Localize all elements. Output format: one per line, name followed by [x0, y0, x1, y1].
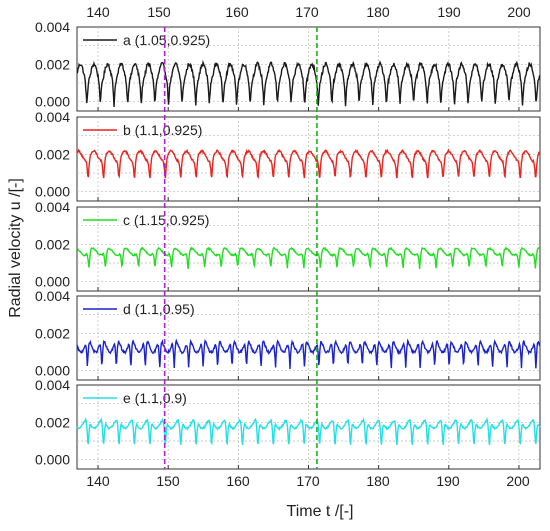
vertical-markers — [163, 27, 318, 469]
y-axis-title: Radial velocity u /[-] — [7, 178, 24, 318]
series-line — [76, 338, 541, 370]
top-x-tick-label: 150 — [147, 4, 171, 20]
y-tick-label: 0.002 — [35, 414, 70, 430]
y-tick-label: 0.004 — [35, 109, 70, 125]
y-tick-label: 0.000 — [35, 363, 70, 379]
legend-label: d (1.1,0.95) — [123, 301, 195, 317]
bottom-x-tick-label: 160 — [226, 473, 250, 489]
y-tick-label: 0.000 — [35, 94, 70, 110]
legend-label: c (1.15,0.925) — [123, 212, 209, 228]
bottom-x-tick-label: 140 — [86, 473, 110, 489]
legend-label: a (1.05,0.925) — [123, 32, 210, 48]
y-tick-label: 0.002 — [35, 325, 70, 341]
y-tick-label: 0.000 — [35, 274, 70, 290]
bottom-x-tick-label: 190 — [436, 473, 460, 489]
bottom-x-tick-label: 200 — [506, 473, 530, 489]
series-line — [76, 416, 541, 446]
panel-a: 0.000 0.002 0.004 a (1.05,0.925) — [35, 19, 541, 112]
bottom-x-tick-label: 170 — [296, 473, 320, 489]
top-x-tick-label: 160 — [225, 4, 249, 20]
grid — [77, 117, 540, 201]
bottom-x-tick-labels: 140 150 160 170 180 190 200 — [86, 473, 530, 489]
y-tick-label: 0.002 — [35, 146, 70, 162]
panel-d: 0.000 0.002 0.004 d (1.1,0.95) — [35, 288, 541, 381]
y-tick-label: 0.000 — [35, 452, 70, 468]
y-tick-label: 0.002 — [35, 236, 70, 252]
y-tick-label: 0.004 — [35, 199, 70, 215]
panel-e: 0.000 0.002 0.004 e (1.1,0.9) — [35, 377, 541, 470]
bottom-x-tick-label: 180 — [366, 473, 390, 489]
panel-c: 0.000 0.002 0.004 c (1.15,0.925) — [35, 199, 541, 292]
x-axis-title: Time t /[-] — [287, 503, 354, 520]
y-tick-label: 0.000 — [35, 184, 70, 200]
top-x-tick-label: 170 — [295, 4, 319, 20]
legend-label: b (1.1,0.925) — [123, 122, 202, 138]
y-tick-label: 0.004 — [35, 19, 70, 35]
top-x-tick-labels: 140 150 160 170 180 190 200 — [86, 4, 531, 20]
series-line — [76, 245, 541, 269]
top-x-tick-label: 200 — [507, 4, 531, 20]
series-line — [76, 59, 541, 107]
top-x-tick-label: 180 — [366, 4, 390, 20]
y-tick-label: 0.002 — [35, 56, 70, 72]
top-x-tick-label: 140 — [86, 4, 110, 20]
series-line — [76, 148, 541, 179]
grid — [77, 27, 540, 111]
y-tick-label: 0.004 — [35, 377, 70, 393]
top-x-tick-label: 190 — [437, 4, 461, 20]
legend-label: e (1.1,0.9) — [123, 390, 187, 406]
y-tick-label: 0.004 — [35, 288, 70, 304]
bottom-x-tick-label: 150 — [156, 473, 180, 489]
panel-b: 0.000 0.002 0.004 b (1.1,0.925) — [35, 109, 541, 202]
